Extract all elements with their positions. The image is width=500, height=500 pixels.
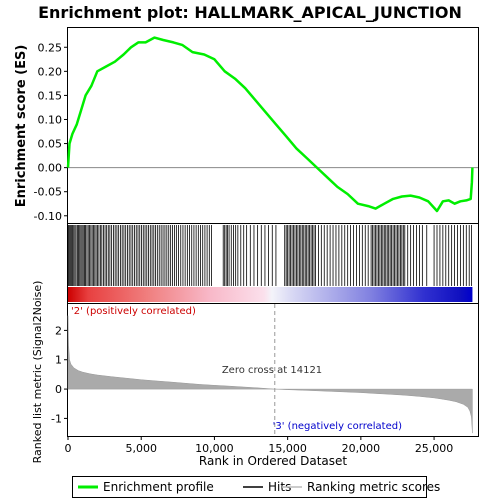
x-axis: 0 5,000 10,000 15,000 20,000 25,000 — [65, 436, 454, 455]
chart-title: Enrichment plot: HALLMARK_APICAL_JUNCTIO… — [38, 3, 462, 22]
legend: Enrichment profile Hits Ranking metric sco… — [72, 476, 440, 498]
ranking-y-axis: -1 0 1 2 — [51, 324, 68, 425]
es-y-tick-label: 0.25 — [38, 41, 63, 54]
heat-bar — [68, 287, 473, 302]
x-axis-label: Rank in Ordered Dataset — [199, 454, 347, 468]
es-y-tick-label: -0.05 — [34, 186, 62, 199]
ranking-panel — [67, 303, 479, 437]
x-tick-label: 0 — [65, 442, 72, 455]
negative-correlation-label: '3' (negatively correlated) — [273, 421, 402, 432]
es-y-tick-label: -0.10 — [34, 210, 62, 223]
es-y-tick-label: 0.20 — [38, 65, 63, 78]
legend-label: Enrichment profile — [103, 480, 214, 494]
es-y-tick-label: 0.05 — [38, 138, 63, 151]
ranking-metric-layer — [67, 304, 473, 436]
enrichment-panel — [67, 27, 479, 224]
legend-label: Ranking metric scores — [307, 480, 440, 494]
enrichment-y-axis: -0.10 -0.05 0.00 0.05 0.10 0.15 0.20 0.25 — [34, 41, 68, 223]
hits-layer — [68, 225, 472, 286]
zero-cross-label: Zero cross at 14121 — [222, 365, 322, 376]
x-tick-label: 20,000 — [342, 442, 381, 455]
rank-y-tick-label: 2 — [55, 324, 62, 337]
positive-correlation-label: '2' (positively correlated) — [71, 306, 196, 317]
x-tick-label: 15,000 — [268, 442, 307, 455]
ranked-list-heat-bar — [68, 287, 473, 302]
es-y-tick-label: 0.00 — [38, 162, 63, 175]
x-tick-label: 25,000 — [415, 442, 454, 455]
ranking-y-label: Ranked list metric (Signal2Noise) — [31, 281, 44, 464]
enrichment-y-label: Enrichment score (ES) — [14, 45, 29, 208]
es-y-tick-label: 0.10 — [38, 113, 63, 126]
rank-y-tick-label: 1 — [55, 354, 62, 367]
rank-y-tick-label: 0 — [55, 383, 62, 396]
rank-y-tick-label: -1 — [51, 412, 62, 425]
x-tick-label: 5,000 — [125, 442, 157, 455]
legend-label: Hits — [268, 480, 291, 494]
enrichment-profile-layer — [66, 36, 474, 213]
x-tick-label: 10,000 — [195, 442, 234, 455]
es-y-tick-label: 0.15 — [38, 89, 63, 102]
enrichment-profile-line — [66, 36, 474, 213]
